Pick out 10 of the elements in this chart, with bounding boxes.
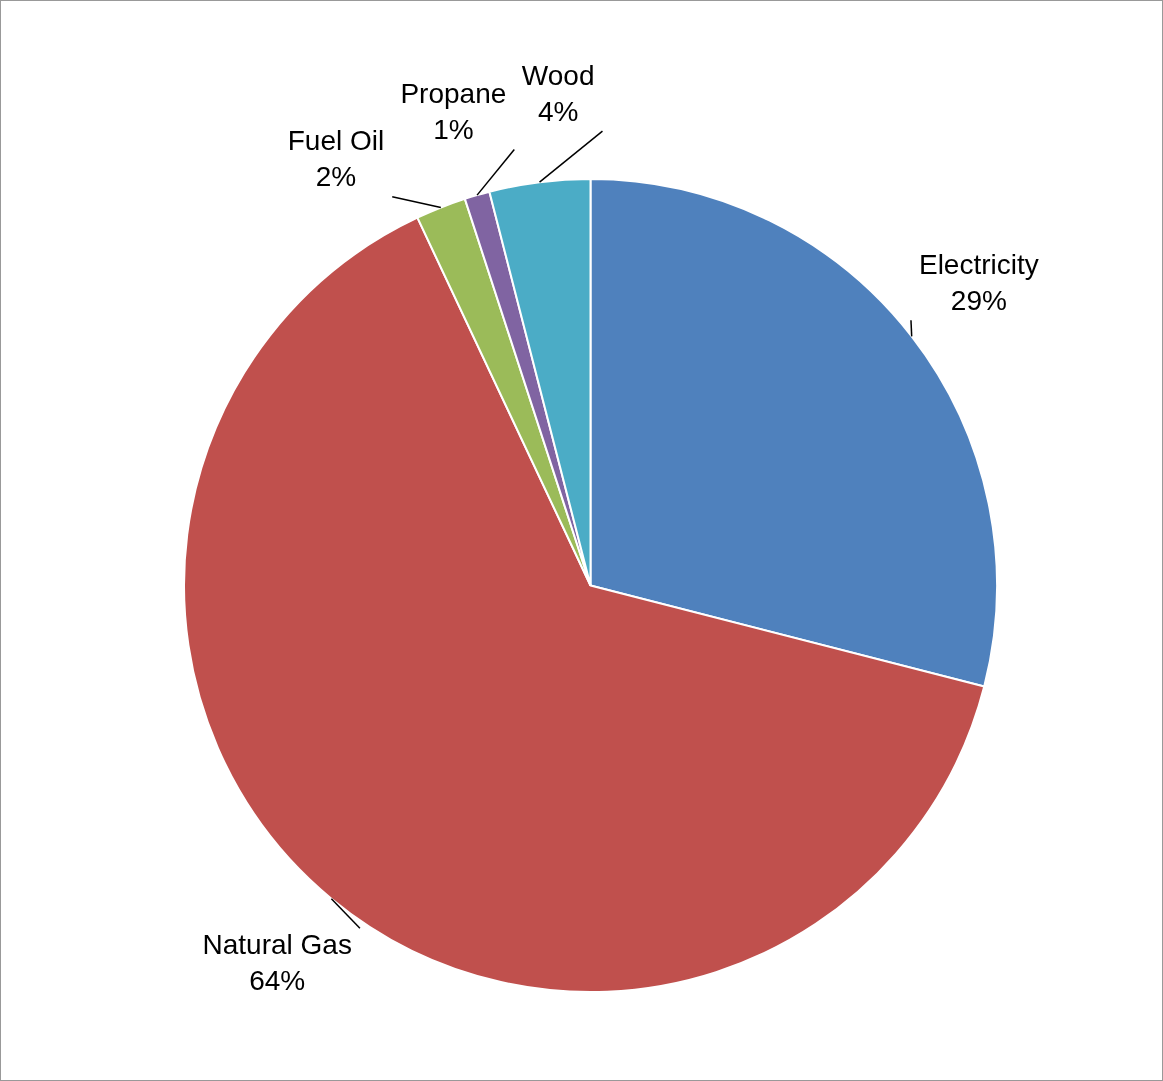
data-label: 4% [537, 95, 579, 127]
slice-label: Natural Gas [202, 928, 352, 960]
slice-label: Electricity [918, 248, 1039, 280]
data-label: 1% [433, 114, 474, 146]
slice-label: Fuel Oil [287, 125, 385, 157]
slice-label: Wood [521, 59, 595, 91]
data-label: 2% [315, 161, 357, 193]
data-label: 64% [249, 964, 306, 996]
data-label: 29% [950, 284, 1007, 316]
slice-label: Propane [400, 78, 507, 110]
